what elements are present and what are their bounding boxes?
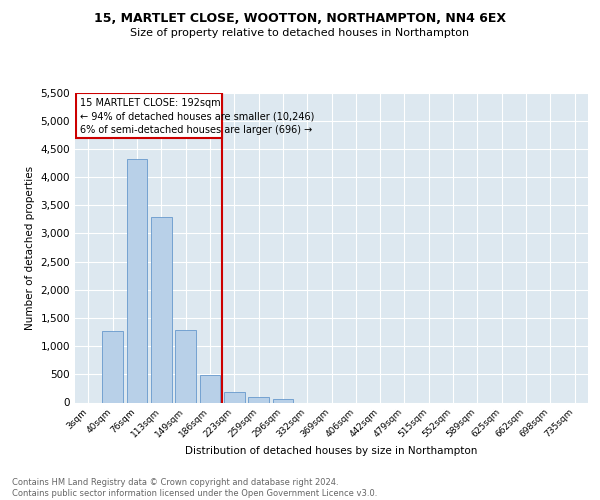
Text: 15, MARTLET CLOSE, WOOTTON, NORTHAMPTON, NN4 6EX: 15, MARTLET CLOSE, WOOTTON, NORTHAMPTON,… bbox=[94, 12, 506, 26]
Bar bbox=[175, 330, 196, 402]
Bar bbox=[224, 392, 245, 402]
Bar bbox=[200, 375, 220, 402]
Text: Contains HM Land Registry data © Crown copyright and database right 2024.
Contai: Contains HM Land Registry data © Crown c… bbox=[12, 478, 377, 498]
Text: Size of property relative to detached houses in Northampton: Size of property relative to detached ho… bbox=[130, 28, 470, 38]
Text: 15 MARTLET CLOSE: 192sqm: 15 MARTLET CLOSE: 192sqm bbox=[80, 98, 220, 108]
X-axis label: Distribution of detached houses by size in Northampton: Distribution of detached houses by size … bbox=[185, 446, 478, 456]
Bar bbox=[127, 159, 148, 402]
Bar bbox=[272, 400, 293, 402]
Bar bbox=[248, 397, 269, 402]
Text: ← 94% of detached houses are smaller (10,246): ← 94% of detached houses are smaller (10… bbox=[80, 112, 314, 122]
Bar bbox=[103, 332, 123, 402]
Text: 6% of semi-detached houses are larger (696) →: 6% of semi-detached houses are larger (6… bbox=[80, 125, 312, 135]
FancyBboxPatch shape bbox=[76, 92, 222, 138]
Bar bbox=[151, 217, 172, 402]
Y-axis label: Number of detached properties: Number of detached properties bbox=[25, 166, 35, 330]
